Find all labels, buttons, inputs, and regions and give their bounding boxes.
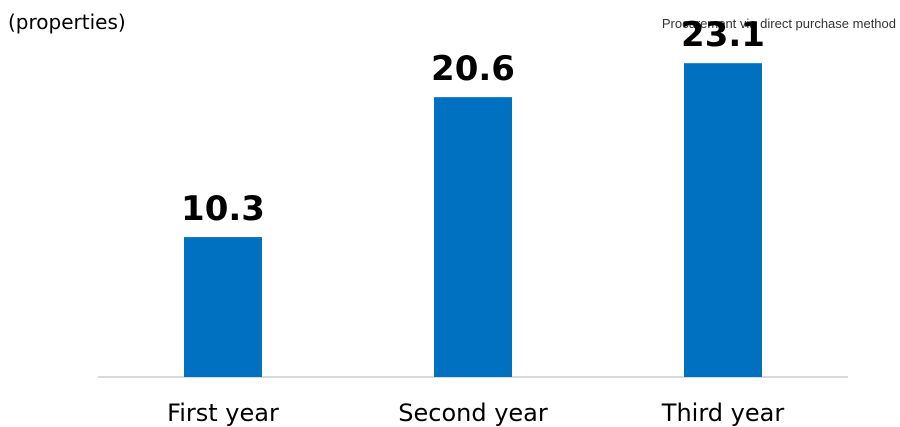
chart-annotation: Procurement via direct purchase method bbox=[662, 16, 896, 31]
value-label-3: 23.1 bbox=[681, 15, 765, 55]
bar-3 bbox=[684, 63, 762, 377]
category-label-2: Second year bbox=[398, 399, 548, 427]
value-label-2: 20.6 bbox=[431, 49, 515, 89]
bars-group bbox=[184, 63, 762, 377]
category-label-1: First year bbox=[167, 399, 279, 427]
value-labels-group: 10.3 20.6 23.1 bbox=[181, 15, 765, 229]
bar-2 bbox=[434, 97, 512, 377]
category-labels-group: First year Second year Third year bbox=[167, 399, 784, 427]
value-label-1: 10.3 bbox=[181, 189, 265, 229]
category-label-3: Third year bbox=[661, 399, 785, 427]
y-unit-label: (properties) bbox=[8, 10, 126, 34]
bar-1 bbox=[184, 237, 262, 377]
